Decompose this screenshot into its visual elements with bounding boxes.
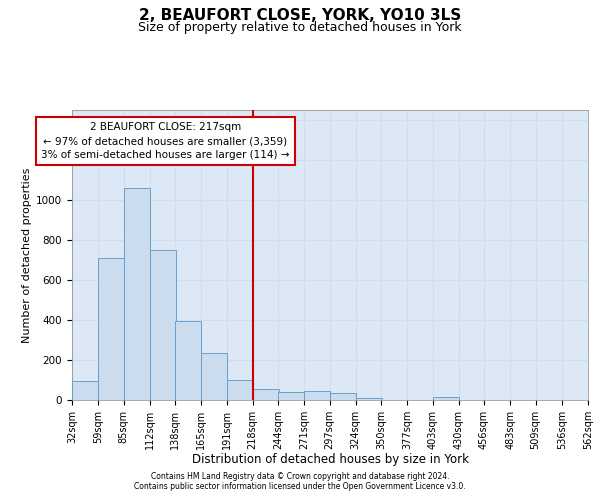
- Bar: [98, 258, 124, 400]
- X-axis label: Distribution of detached houses by size in York: Distribution of detached houses by size …: [191, 454, 469, 466]
- Text: 2 BEAUFORT CLOSE: 217sqm
← 97% of detached houses are smaller (3,359)
3% of semi: 2 BEAUFORT CLOSE: 217sqm ← 97% of detach…: [41, 122, 290, 160]
- Bar: [356, 398, 382, 400]
- Bar: [278, 392, 304, 400]
- Bar: [227, 380, 253, 400]
- Bar: [329, 393, 356, 400]
- Bar: [201, 353, 227, 400]
- Bar: [124, 188, 150, 400]
- Bar: [72, 381, 98, 400]
- Text: 2, BEAUFORT CLOSE, YORK, YO10 3LS: 2, BEAUFORT CLOSE, YORK, YO10 3LS: [139, 8, 461, 22]
- Y-axis label: Number of detached properties: Number of detached properties: [22, 168, 32, 342]
- Text: Contains public sector information licensed under the Open Government Licence v3: Contains public sector information licen…: [134, 482, 466, 491]
- Bar: [304, 391, 331, 400]
- Bar: [150, 250, 176, 400]
- Text: Size of property relative to detached houses in York: Size of property relative to detached ho…: [138, 21, 462, 34]
- Bar: [253, 389, 279, 400]
- Bar: [433, 397, 459, 400]
- Text: Contains HM Land Registry data © Crown copyright and database right 2024.: Contains HM Land Registry data © Crown c…: [151, 472, 449, 481]
- Bar: [175, 321, 201, 400]
